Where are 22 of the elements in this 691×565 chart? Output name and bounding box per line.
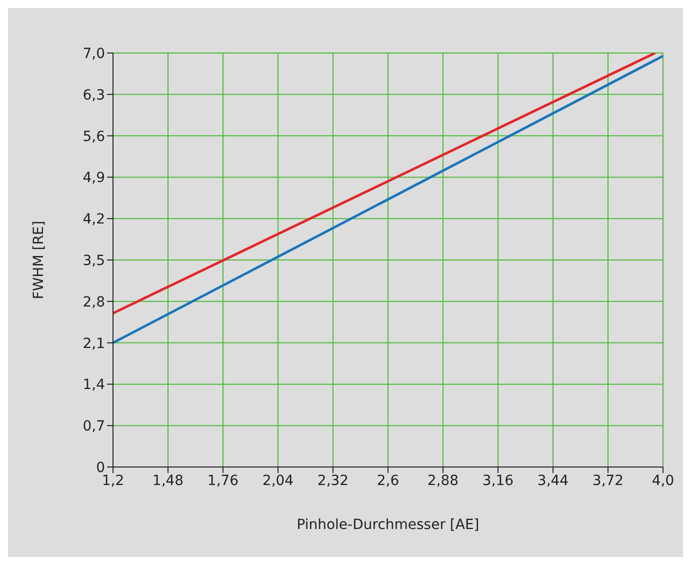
y-axis-title: FWHM [RE] xyxy=(30,220,47,300)
x-tick-label: 3,44 xyxy=(537,472,569,489)
y-tick-label: 4,9 xyxy=(82,170,105,186)
y-tick-label: 2,8 xyxy=(82,294,105,310)
y-tick-label: 5,6 xyxy=(82,128,106,145)
x-tick-label: 2,88 xyxy=(427,472,459,489)
y-tick-label: 7,0 xyxy=(82,46,105,62)
x-tick-label: 2,6 xyxy=(376,472,400,489)
y-tick-label: 3,5 xyxy=(82,252,105,269)
x-axis-title: Pinhole-Durchmesser [AE] xyxy=(296,517,480,533)
y-tick-label: 1,4 xyxy=(82,377,106,394)
x-tick-label: 3,72 xyxy=(592,472,624,489)
x-tick-label: 2,04 xyxy=(262,472,294,489)
x-tick-label: 4,0 xyxy=(652,472,674,489)
x-tick-label: 1,48 xyxy=(152,472,184,489)
x-tick-label: 2,32 xyxy=(317,472,349,489)
y-tick-label: 6,3 xyxy=(82,87,105,104)
y-tick-label: 2,1 xyxy=(82,336,105,352)
y-tick-label: 4,2 xyxy=(82,212,105,228)
x-tick-label: 1,76 xyxy=(207,472,239,489)
x-tick-label: 3,16 xyxy=(482,472,514,489)
y-tick-label: 0,7 xyxy=(82,418,105,435)
